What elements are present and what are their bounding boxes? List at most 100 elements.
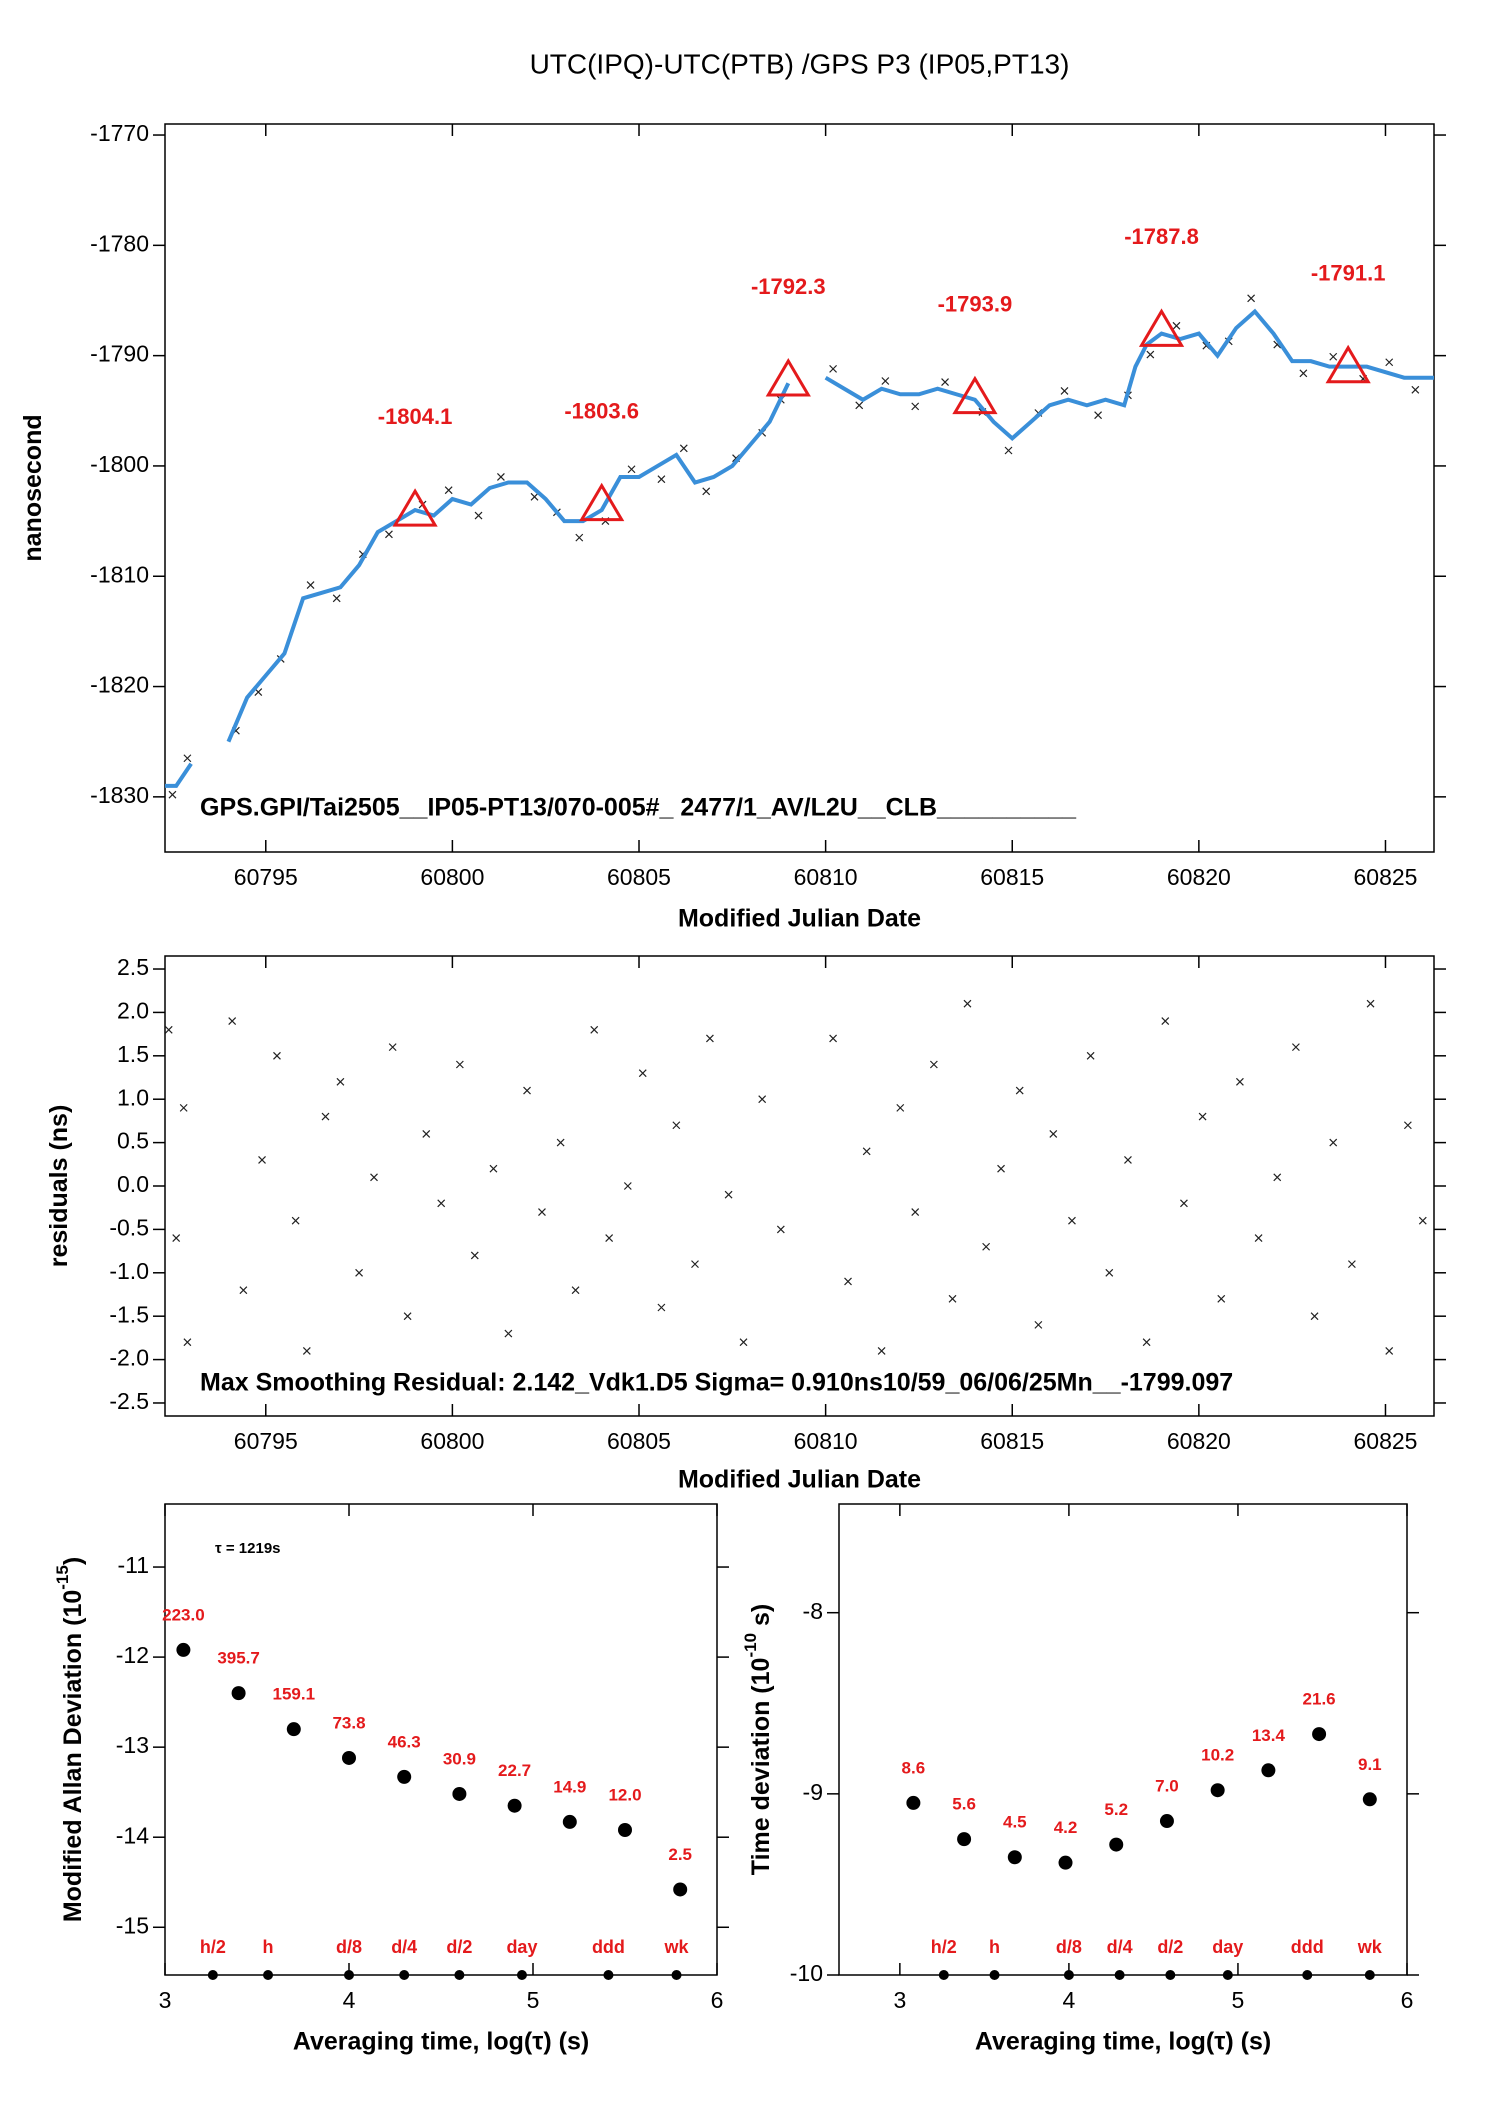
- period-dot: [1302, 1970, 1313, 1980]
- marker-triangle: [579, 482, 625, 522]
- period-dot: [516, 1970, 527, 1980]
- period-label: d/8: [336, 1937, 362, 1957]
- data-point: [929, 1060, 938, 1069]
- x-tick-label: 60810: [794, 864, 858, 890]
- point-label: 8.6: [902, 1758, 926, 1777]
- data-point: [291, 1216, 300, 1225]
- data-point: [1247, 294, 1256, 303]
- data-point: [1310, 1312, 1319, 1321]
- period-label: h/2: [931, 1937, 957, 1957]
- chart-title: UTC(IPQ)-UTC(PTB) /GPS P3 (IP05,PT13): [530, 48, 1070, 79]
- data-point: [1411, 385, 1420, 394]
- x-tick-label: 5: [527, 1987, 540, 2013]
- point-label: 5.2: [1104, 1800, 1128, 1819]
- period-dot: [1063, 1970, 1074, 1980]
- data-point: [829, 364, 838, 373]
- data-point: [829, 1034, 838, 1043]
- y-tick-label: 1.5: [117, 1041, 149, 1067]
- x-tick-label: 60805: [607, 864, 671, 890]
- data-point: [355, 1268, 364, 1277]
- y-axis-label-end: s): [747, 1604, 775, 1633]
- data-point: [881, 377, 890, 385]
- data-point: [575, 533, 584, 542]
- data-point: [1172, 321, 1181, 330]
- data-point: [1329, 352, 1338, 361]
- point-label: 5.6: [952, 1795, 976, 1814]
- y-axis-label-text: Time deviation (10: [747, 1658, 775, 1876]
- y-tick-label: 0.0: [117, 1171, 149, 1197]
- data-point: [455, 1060, 464, 1069]
- x-tick-label: 3: [159, 1987, 172, 2013]
- x-tick-label: 60815: [980, 864, 1044, 890]
- data-point: [1385, 1346, 1394, 1355]
- data-point: [1235, 1077, 1244, 1086]
- data-point: [1034, 1320, 1043, 1329]
- data-point: [1418, 1216, 1427, 1225]
- y-axis-label: residuals (ns): [45, 1105, 73, 1268]
- y-axis-label-text: nanosecond: [19, 414, 47, 561]
- data-point: [183, 754, 192, 763]
- y-tick-label: -1780: [90, 230, 149, 256]
- period-dot: [263, 1970, 274, 1980]
- data-point: [1403, 1121, 1412, 1130]
- data-point: [470, 1251, 479, 1260]
- x-axis-label: Modified Julian Date: [678, 1466, 921, 1494]
- period-label: d/2: [1157, 1937, 1183, 1957]
- point-label: 46.3: [388, 1732, 421, 1751]
- data-point: [702, 487, 711, 496]
- data-point: [1146, 350, 1155, 359]
- data-point: [332, 594, 341, 603]
- period-dot: [1165, 1970, 1176, 1980]
- period-label: d/8: [1056, 1937, 1082, 1957]
- y-tick-label: 2.5: [117, 954, 149, 980]
- data-point: [1273, 1173, 1282, 1182]
- marker-triangle: [1138, 308, 1185, 347]
- data-point: [228, 1017, 237, 1026]
- data-point: [941, 378, 949, 387]
- data-point: [422, 1129, 431, 1138]
- data-point: [758, 1095, 767, 1104]
- y-tick-label: -13: [116, 1732, 149, 1758]
- marker-triangle: [765, 358, 811, 397]
- x-tick-label: 60815: [980, 1428, 1044, 1454]
- data-point: [705, 1034, 714, 1043]
- data-point: [370, 1173, 378, 1182]
- x-axis-label: Modified Julian Date: [678, 905, 921, 933]
- period-dot: [207, 1970, 218, 1980]
- data-point: [638, 1069, 647, 1078]
- data-point: [504, 1329, 513, 1338]
- y-tick-label: -1790: [90, 341, 149, 367]
- marker-label: -1793.9: [938, 291, 1013, 316]
- x-tick-label: 60795: [234, 864, 298, 890]
- data-point: [474, 511, 483, 520]
- marker-triangle: [392, 488, 438, 527]
- period-dot: [671, 1970, 682, 1980]
- point-label: 10.2: [1201, 1746, 1234, 1765]
- x-tick-label: 60825: [1353, 1428, 1417, 1454]
- plot-frame: [164, 1503, 718, 1976]
- y-tick-label: -1830: [90, 782, 149, 808]
- data-point: [1347, 1260, 1356, 1269]
- marker-label: -1804.1: [378, 404, 453, 429]
- data-point: [239, 1286, 248, 1295]
- data-point: [176, 1642, 191, 1657]
- data-point: [1180, 1199, 1188, 1208]
- period-label: wk: [664, 1937, 690, 1957]
- point-label: 13.4: [1252, 1726, 1286, 1745]
- data-point: [342, 1750, 356, 1765]
- period-label: h: [989, 1937, 1000, 1957]
- period-dot: [399, 1970, 410, 1980]
- x-tick-label: 5: [1232, 1987, 1245, 2013]
- period-label: day: [1212, 1937, 1243, 1957]
- data-point: [1142, 1338, 1151, 1347]
- data-point: [844, 1277, 852, 1286]
- data-point: [1015, 1086, 1024, 1095]
- point-label: 30.9: [443, 1749, 476, 1768]
- data-point: [1362, 1792, 1377, 1807]
- point-label: 22.7: [498, 1761, 531, 1780]
- x-tick-label: 3: [893, 1987, 906, 2013]
- y-tick-label: -0.5: [109, 1214, 149, 1240]
- data-point: [957, 1832, 972, 1847]
- period-label: d/2: [446, 1937, 472, 1957]
- data-point: [556, 1138, 565, 1147]
